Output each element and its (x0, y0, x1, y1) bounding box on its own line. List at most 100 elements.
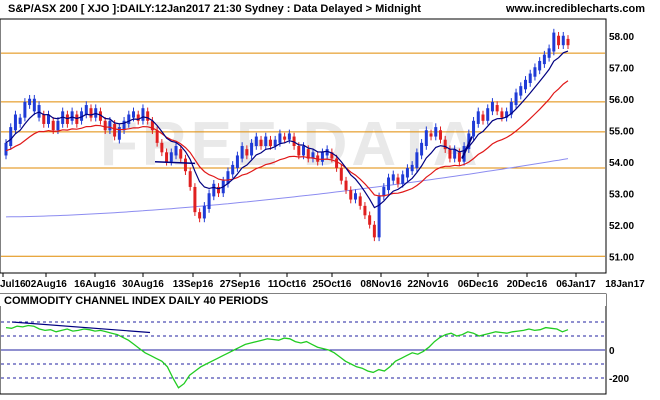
candle-body (23, 101, 27, 118)
x-tick-label: 11Oct16 (268, 279, 307, 290)
candle-body (302, 146, 306, 156)
candle-body (18, 117, 22, 124)
candle-body (448, 149, 452, 159)
y-tick-label: 51.00 (609, 252, 634, 263)
candle-body (538, 60, 542, 71)
y-tick-label: 52.00 (609, 221, 634, 232)
candle-body (165, 152, 169, 162)
y-tick-label: 55.00 (609, 126, 634, 137)
candle-body (405, 168, 409, 178)
candle-body (443, 139, 447, 150)
candle-body (179, 149, 183, 159)
candle-body (377, 196, 381, 238)
candle-body (410, 164, 414, 172)
candle-body (490, 101, 494, 112)
candle-body (457, 152, 461, 162)
x-tick-label: 27Sep16 (220, 279, 261, 290)
candle-body (51, 120, 55, 131)
ma-fast-line (5, 50, 569, 209)
candle-body (132, 111, 136, 118)
candle-body (297, 146, 301, 156)
x-tick-label: 08Nov16 (360, 279, 402, 290)
candle-body (292, 136, 296, 146)
x-tick-label: 02Aug16 (25, 279, 67, 290)
candle-body (264, 136, 268, 146)
candle-body (235, 155, 239, 169)
y-tick-label: 58.00 (609, 32, 634, 43)
candle-body (273, 139, 277, 146)
cci-line (5, 324, 569, 389)
y-tick-label: 57.00 (609, 63, 634, 74)
candle-body (103, 120, 107, 131)
candle-body (320, 152, 324, 162)
candle-body (542, 54, 546, 65)
x-tick-label: 06Jan17 (556, 279, 596, 290)
candle-body (113, 123, 117, 137)
candle-body (174, 146, 178, 156)
candle-body (141, 108, 145, 121)
candle-body (481, 114, 485, 121)
candle-body (188, 171, 192, 187)
candle-body (372, 224, 376, 238)
candle-body (47, 114, 51, 124)
x-tick-label: 30Aug16 (122, 279, 164, 290)
candle-body (325, 149, 329, 156)
candle-body (330, 152, 334, 159)
candle-body (268, 139, 272, 146)
candle-body (306, 149, 310, 159)
candle-body (169, 152, 173, 162)
candle-body (335, 158, 339, 169)
candle-body (245, 149, 249, 156)
candle-body (183, 158, 187, 172)
site-label: www.incrediblecharts.com (505, 3, 645, 15)
candle-body (13, 114, 17, 131)
candle-body (363, 205, 367, 216)
candle-body (42, 114, 46, 124)
candle-body (505, 111, 509, 118)
trendline (461, 136, 473, 160)
candle-body (311, 152, 315, 159)
candle-body (146, 111, 150, 121)
candle-body (9, 127, 13, 146)
candle-body (368, 215, 372, 225)
candle-body (500, 111, 504, 118)
candle-body (127, 114, 131, 124)
candle-body (552, 32, 556, 52)
candle-body (136, 114, 140, 121)
candle-body (528, 73, 532, 83)
y-tick-label: 53.00 (609, 189, 634, 200)
candle-body (387, 177, 391, 191)
candle-body (434, 127, 438, 137)
candle-body (202, 205, 206, 219)
candle-body (259, 139, 263, 146)
candle-body (98, 111, 102, 121)
candle-body (415, 152, 419, 169)
candle-body (37, 105, 41, 118)
x-tick-label: 22Nov16 (407, 279, 449, 290)
candle-body (339, 168, 343, 181)
candle-body (358, 196, 362, 206)
candle-body (401, 174, 405, 184)
x-tick-label: 16Aug16 (74, 279, 116, 290)
candle-body (108, 120, 112, 131)
candle-body (523, 79, 527, 90)
candle-body (514, 92, 518, 106)
candle-body (453, 149, 457, 159)
candle-body (89, 108, 93, 118)
cci-trendline (11, 321, 151, 334)
x-tick-label: 20Dec16 (507, 279, 548, 290)
candle-body (212, 183, 216, 197)
candle-body (80, 111, 84, 121)
x-tick-label: 18Jan17 (605, 279, 645, 290)
candle-body (32, 98, 36, 112)
cci-panel (0, 293, 607, 395)
chart-title: S&P/ASX 200 [ XJO ]:DAILY:12Jan2017 21:3… (8, 3, 421, 15)
candle-body (476, 111, 480, 124)
candle-body (287, 133, 291, 140)
candle-body (519, 86, 523, 96)
candle-body (472, 120, 476, 137)
y-tick-label: 54.00 (609, 158, 634, 169)
candle-body (509, 101, 513, 115)
